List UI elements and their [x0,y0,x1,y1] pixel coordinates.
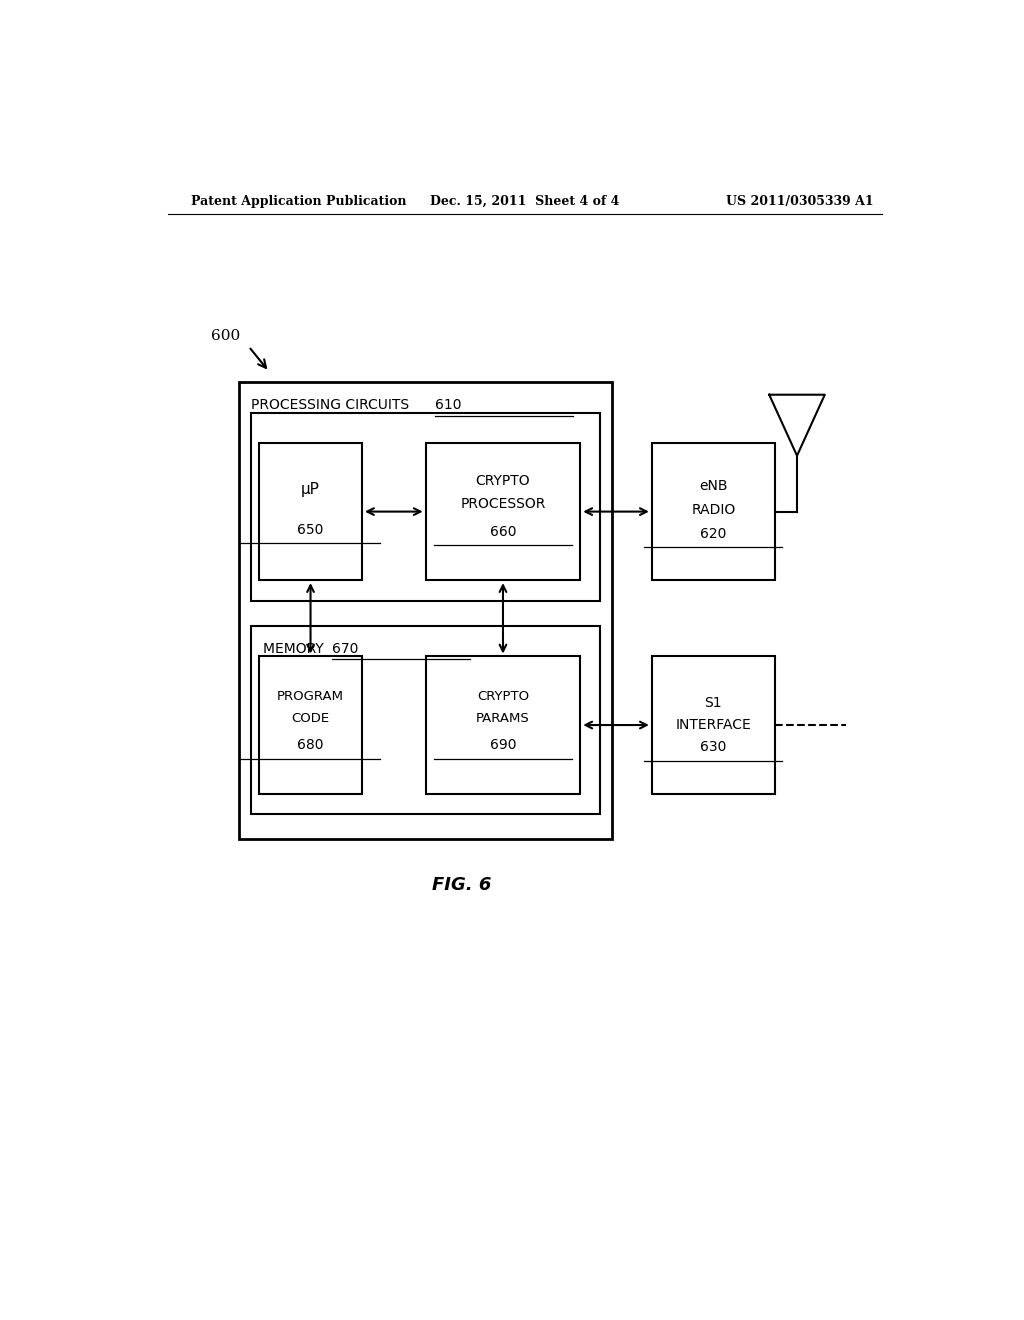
Bar [426,444,581,581]
Text: μP: μP [301,482,319,496]
Text: FIG. 6: FIG. 6 [432,876,490,894]
Text: Patent Application Publication: Patent Application Publication [191,194,407,207]
Text: Dec. 15, 2011  Sheet 4 of 4: Dec. 15, 2011 Sheet 4 of 4 [430,194,620,207]
Bar [240,381,612,840]
Bar [652,444,775,581]
Bar [259,444,362,581]
Text: 650: 650 [297,523,324,537]
Text: CODE: CODE [292,713,330,726]
Text: 610: 610 [435,399,462,412]
Text: US 2011/0305339 A1: US 2011/0305339 A1 [726,194,873,207]
Text: eNB: eNB [699,479,727,494]
Text: RADIO: RADIO [691,503,735,516]
Bar [259,656,362,793]
Bar [251,413,600,601]
Text: 660: 660 [489,525,516,539]
Text: CRYPTO: CRYPTO [476,474,530,488]
Bar [652,656,775,793]
Bar [251,626,600,814]
Text: PARAMS: PARAMS [476,713,529,726]
Bar [426,656,581,793]
Text: 670: 670 [332,643,358,656]
Text: CRYPTO: CRYPTO [477,690,529,704]
Text: PROGRAM: PROGRAM [278,690,344,704]
Text: INTERFACE: INTERFACE [676,718,752,733]
Text: 620: 620 [700,527,726,541]
Text: PROCESSOR: PROCESSOR [461,498,546,511]
Text: PROCESSING CIRCUITS: PROCESSING CIRCUITS [251,399,418,412]
Text: 680: 680 [297,738,324,752]
Text: 630: 630 [700,741,726,755]
Text: S1: S1 [705,696,722,710]
Text: MEMORY: MEMORY [263,643,333,656]
Text: 600: 600 [211,329,241,343]
Text: 690: 690 [489,738,516,752]
